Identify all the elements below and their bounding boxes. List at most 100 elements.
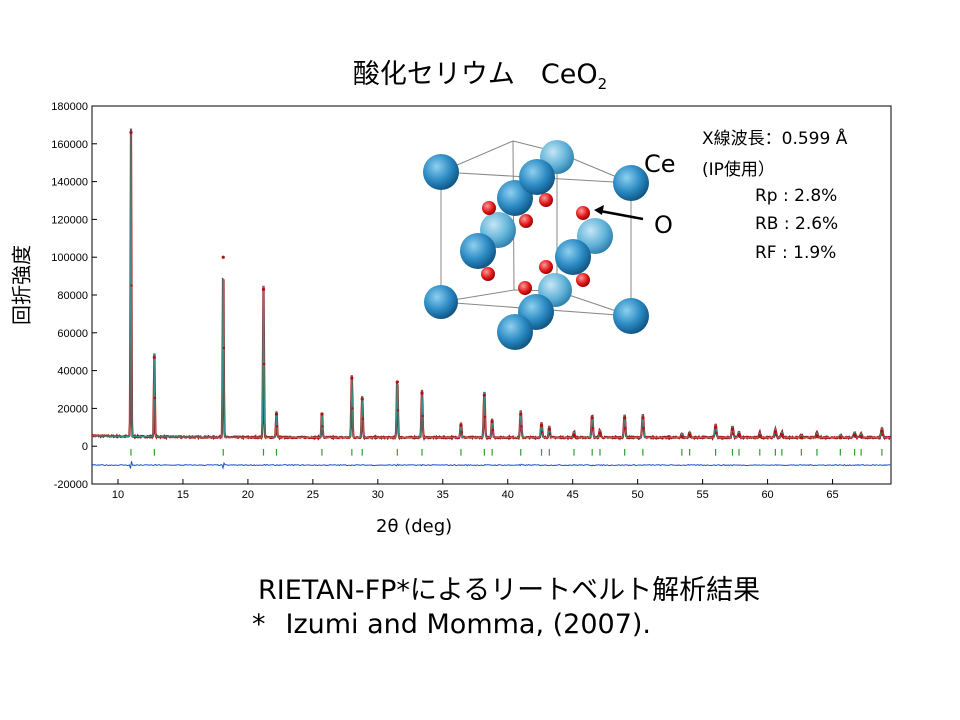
- observed-peak-point: [547, 427, 551, 431]
- x-tick-label: 60: [761, 489, 773, 501]
- observed-point: [642, 427, 645, 430]
- observed-point: [520, 425, 523, 428]
- observed-peak-point: [598, 431, 602, 435]
- observed-point: [854, 435, 857, 438]
- observed-point: [321, 425, 324, 428]
- observed-point: [599, 434, 602, 438]
- title-formula: CeO2: [540, 59, 608, 93]
- observed-peak-point: [274, 412, 279, 416]
- observed-peak-point: [590, 416, 594, 420]
- observed-peak-point: [730, 427, 735, 431]
- y-tick-label: 180000: [51, 101, 88, 113]
- observed-point: [262, 362, 266, 366]
- observed-point: [738, 435, 741, 438]
- observed-peak-point: [773, 430, 777, 434]
- caption-main: RIETAN-FP*によるリートベルト解析結果: [258, 575, 761, 606]
- ce-atom: [423, 154, 459, 190]
- x-tick-label: 45: [567, 489, 579, 501]
- y-tick-label: 60000: [57, 328, 88, 340]
- wavelength-text: X線波長：0.599 Å: [702, 129, 848, 149]
- observed-point: [774, 434, 778, 437]
- caption-star: *: [252, 609, 266, 640]
- observed-peak-point: [360, 397, 364, 401]
- observed-point: [351, 407, 354, 410]
- observed-point: [781, 435, 784, 438]
- observed-peak-point: [320, 412, 324, 416]
- y-tick-label: 160000: [51, 139, 88, 151]
- observed-point: [573, 435, 576, 438]
- observed-peak-point: [152, 355, 156, 359]
- observed-peak-point: [490, 420, 494, 424]
- ce-atom: [460, 233, 496, 269]
- o-atom-label: O: [654, 211, 673, 239]
- observed-point: [816, 436, 819, 439]
- observed-point: [540, 430, 544, 434]
- y-tick-label: 0: [82, 441, 88, 453]
- observed-peak-point: [880, 429, 884, 433]
- x-tick-label: 10: [112, 489, 124, 501]
- o-atom: [519, 214, 533, 228]
- ce-atom-label: Ce: [644, 150, 676, 178]
- observed-peak-point: [714, 425, 718, 429]
- observed-point: [881, 433, 884, 437]
- x-tick-label: 20: [242, 489, 254, 501]
- o-atom: [518, 281, 532, 295]
- observed-point: [800, 436, 804, 440]
- observed-peak-point: [459, 423, 463, 428]
- y-tick-label: 80000: [57, 290, 88, 302]
- observed-peak-point: [261, 287, 266, 291]
- observed-point: [624, 427, 627, 430]
- observed-peak-point: [221, 255, 225, 259]
- x-tick-label: 25: [307, 489, 319, 501]
- o-atom: [539, 260, 553, 274]
- y-axis-label: 回折強度: [9, 245, 34, 325]
- x-tick-label: 50: [632, 489, 644, 501]
- y-tick-label: 40000: [57, 366, 88, 378]
- observed-point: [361, 417, 365, 420]
- observed-peak-point: [519, 412, 523, 416]
- o-atom: [576, 273, 590, 287]
- observed-peak-point: [539, 423, 544, 428]
- o-arrow-line: [599, 209, 644, 221]
- x-tick-label: 35: [437, 489, 449, 501]
- ce-atom: [519, 159, 555, 195]
- observed-point: [275, 425, 279, 428]
- observed-point: [548, 432, 552, 436]
- title-text: 酸化セリウム: [352, 59, 515, 90]
- y-tick-label: 20000: [57, 403, 88, 415]
- y-axis-label-wrap: 回折強度: [0, 230, 40, 340]
- o-atom: [482, 201, 496, 215]
- y-tick-label: 140000: [51, 177, 88, 189]
- y-tick-label: -20000: [54, 479, 88, 491]
- title-formula-sub: 2: [597, 75, 608, 93]
- observed-point: [715, 431, 718, 435]
- observed-peak-point: [129, 130, 133, 135]
- ce-atom: [613, 165, 649, 201]
- ce-atom: [424, 285, 458, 319]
- title-formula-main: CeO: [540, 59, 598, 90]
- x-tick-label: 65: [826, 489, 838, 501]
- observed-point: [491, 428, 494, 432]
- observed-peak-point: [641, 416, 645, 420]
- ce-atom: [555, 239, 591, 275]
- observed-peak-point: [420, 391, 424, 395]
- rf-value: RF : 1.9%: [755, 243, 837, 263]
- observed-peak-point: [350, 376, 354, 380]
- observed-point: [689, 435, 692, 438]
- y-tick-label: 120000: [51, 214, 88, 226]
- observed-peak-point: [395, 380, 399, 384]
- page-title: 酸化セリウム CeO2: [0, 52, 960, 93]
- rb-value: RB : 2.6%: [755, 214, 839, 234]
- observed-point: [421, 414, 424, 418]
- data-series-group: [90, 128, 892, 470]
- observed-point: [839, 436, 843, 440]
- observed-point: [130, 284, 133, 287]
- difference-series-line: [91, 461, 891, 470]
- ip-text: (IP使用）: [702, 160, 775, 180]
- rp-value: Rp : 2.8%: [755, 186, 838, 206]
- x-tick-label: 30: [372, 489, 384, 501]
- observed-point: [759, 436, 762, 439]
- x-tick-label: 15: [177, 489, 189, 501]
- crystal-structure: [418, 130, 658, 358]
